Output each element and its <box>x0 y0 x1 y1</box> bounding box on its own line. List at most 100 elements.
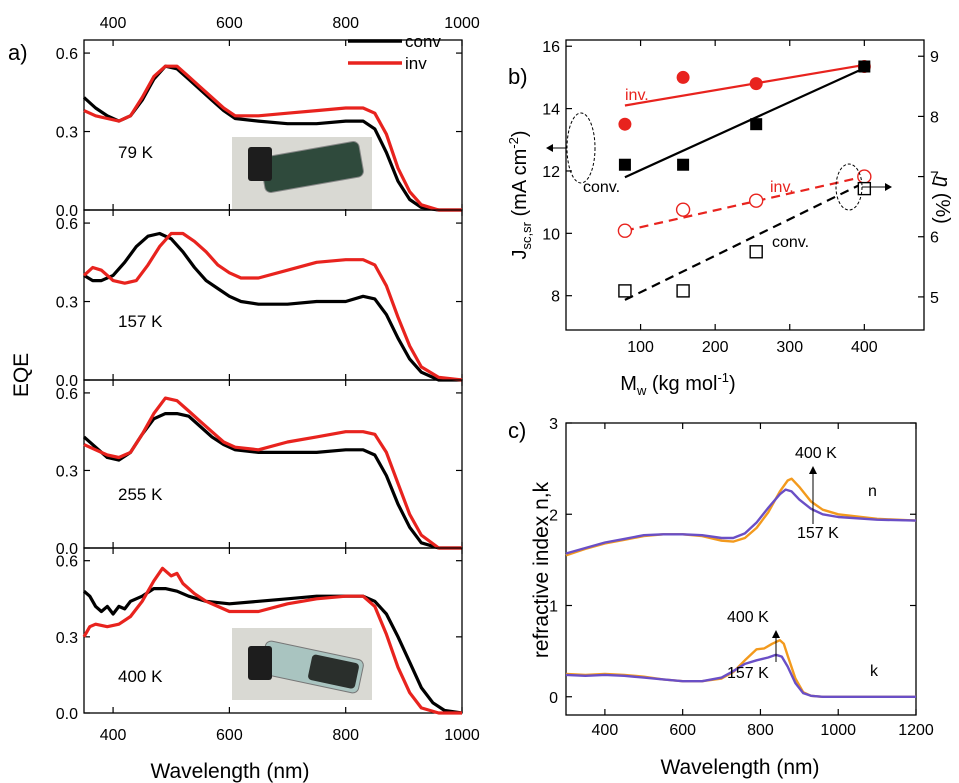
fit-line-1 <box>624 67 865 179</box>
series-conv-157K <box>83 231 462 382</box>
y-tick-label: 1 <box>549 599 558 616</box>
panel-a-bottom-axis: 400 600 800 1000 <box>100 727 480 744</box>
plot-frame <box>565 39 925 331</box>
fit-line-2 <box>624 175 865 232</box>
y-tick-label: 2 <box>549 507 558 524</box>
x-tick-label: 800 <box>332 727 359 744</box>
y-tick-label: 0.6 <box>56 216 78 233</box>
vial-cap <box>248 147 272 181</box>
vial-solution <box>308 654 359 689</box>
annotation-inv-filled: inv. <box>625 87 649 104</box>
annotation-k-label: k <box>870 663 879 680</box>
y-tick-label-left: 16 <box>542 39 560 56</box>
panel-c-x-axis-title: Wavelength (nm) <box>660 756 819 779</box>
marker-open-square <box>618 284 632 298</box>
left-arrow-head <box>546 144 553 152</box>
x-tick-label-top: 600 <box>216 15 243 32</box>
marker-filled-square <box>618 158 631 171</box>
y-tick-label: 0.3 <box>56 295 78 312</box>
panel-c-y-axis-title: refractive index n,k <box>530 481 553 658</box>
y-tick-label: 0.3 <box>56 463 78 480</box>
series-n-157-K <box>565 488 917 555</box>
panel-c-letter: c) <box>508 418 526 443</box>
y-tick-label: 0.6 <box>56 46 78 63</box>
subplot-frame <box>83 547 463 714</box>
y-tick-label: 0.0 <box>56 373 78 390</box>
right-arrow-head <box>885 183 892 191</box>
panel-a-letter: a) <box>8 40 28 65</box>
x-tick-label: 100 <box>627 339 654 356</box>
series-n-400-K <box>565 477 917 557</box>
y-tick-label-right: 5 <box>930 290 939 307</box>
panel-c: c) 400 600 800 1000 1200 0 1 2 3 refractive inde… <box>508 416 934 779</box>
temperature-label: 157 K <box>118 312 163 331</box>
x-tick-label: 1000 <box>444 727 480 744</box>
panel-b-plot: 100 200 300 400 8 10 12 14 16 5 6 7 8 9 <box>542 39 939 356</box>
panel-b-letter: b) <box>508 64 528 89</box>
marker-open-circle <box>675 202 691 217</box>
x-tick-label: 800 <box>747 722 774 739</box>
y-tick-label: 0.3 <box>56 125 78 142</box>
annotation-conv-open: conv. <box>772 234 809 251</box>
marker-open-square <box>857 181 872 196</box>
y-tick-label: 0.6 <box>56 386 78 403</box>
x-tick-label: 1200 <box>898 722 934 739</box>
annotation-n-400K: 400 K <box>795 445 837 462</box>
subplot-79K: 0.0 0.3 0.6 79 K <box>56 39 463 220</box>
marker-filled-square <box>677 158 690 171</box>
marker-filled-circle <box>749 77 763 91</box>
series-inv-157K <box>82 231 463 382</box>
legend-label-conv: conv <box>405 32 441 51</box>
y-tick-label-left: 8 <box>551 289 560 306</box>
marker-filled-circle <box>676 70 690 84</box>
marker-open-circle <box>748 193 764 208</box>
marker-filled-square <box>858 60 871 73</box>
marker-filled-square <box>750 118 763 131</box>
x-tick-label-top: 400 <box>100 15 127 32</box>
y-tick-label: 0.0 <box>56 203 78 220</box>
panel-b-left-axis-title: Jsc,sr (mA cm-2) <box>506 130 534 259</box>
x-tick-label: 300 <box>776 339 803 356</box>
panel-a-x-axis-title: Wavelength (nm) <box>150 760 309 783</box>
marker-open-square <box>676 284 690 298</box>
x-tick-label: 400 <box>851 339 878 356</box>
x-tick-label: 400 <box>100 727 127 744</box>
y-tick-label: 0.3 <box>56 630 78 647</box>
marker-open-circle <box>857 169 872 184</box>
series-inv-255K <box>83 396 462 550</box>
annotation-n-label: n <box>868 483 877 500</box>
subplot-frame <box>83 379 463 549</box>
x-tick-label: 600 <box>216 727 243 744</box>
plot-frame <box>565 422 917 716</box>
marker-open-square <box>749 245 763 259</box>
y-tick-label-right: 8 <box>930 109 939 126</box>
subplot-400K: 0.0 0.3 0.6 400 K <box>56 547 463 723</box>
series-k-157-K <box>565 653 916 698</box>
annotation-conv-filled: conv. <box>583 179 620 196</box>
y-tick-label: 3 <box>549 416 558 433</box>
annotation-k-157K: 157 K <box>727 665 769 682</box>
fit-line-3 <box>624 181 865 301</box>
series-inv-400K <box>82 566 462 715</box>
y-tick-label: 0.6 <box>56 554 78 571</box>
panel-a-top-axis: 400 600 800 1000 <box>100 15 480 32</box>
y-tick-label-left: 12 <box>542 164 560 181</box>
panel-c-plot: 400 600 800 1000 1200 0 1 2 3 <box>549 416 934 739</box>
x-tick-label: 400 <box>592 722 619 739</box>
temperature-label: 79 K <box>118 143 154 162</box>
annotation-inv-open: inv. <box>770 179 794 196</box>
x-tick-label: 200 <box>702 339 729 356</box>
y-tick-label-left: 14 <box>542 102 560 119</box>
y-tick-label: 0.0 <box>56 541 78 558</box>
y-tick-label-left: 10 <box>542 226 560 243</box>
x-tick-label-top: 800 <box>332 15 359 32</box>
panel-b-right-axis-title: η (%) <box>931 176 953 224</box>
k-temperature-arrow-head <box>772 630 780 638</box>
x-tick-label-top: 1000 <box>444 15 480 32</box>
subplot-157K: 0.0 0.3 0.6 157 K <box>56 209 463 390</box>
annotation-k-400K: 400 K <box>727 609 769 626</box>
subplot-255K: 0.0 0.3 0.6 255 K <box>56 379 463 558</box>
y-tick-label: 0.0 <box>56 706 78 723</box>
series-inv-79K <box>83 64 462 212</box>
